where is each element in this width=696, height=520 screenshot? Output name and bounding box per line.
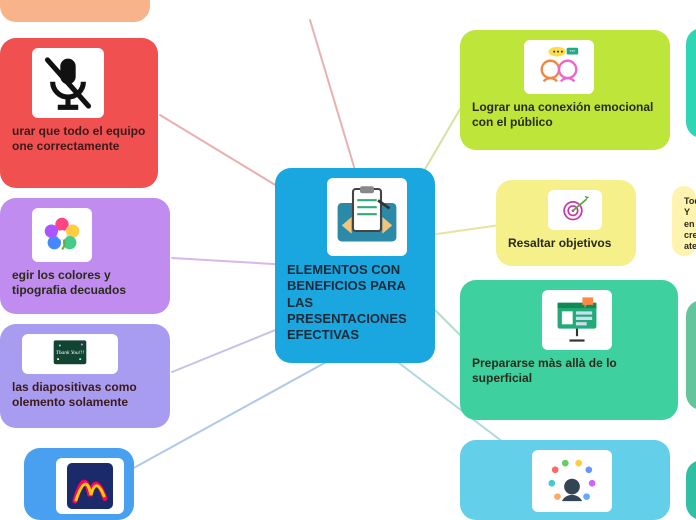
node-teal-br2 — [686, 460, 696, 520]
central-node: ELEMENTOS CON BENEFICIOS PARA LAS PRESEN… — [275, 168, 435, 363]
node-teal-tr — [686, 28, 696, 138]
node-label: egir los colores y tipografia decuados — [12, 268, 158, 298]
node-mic: urar que todo el equipo one correctament… — [0, 38, 158, 188]
node-label: Lograr una conexión emocional con el púb… — [472, 100, 658, 130]
node-objetivos: Resaltar objetivos — [496, 180, 636, 266]
mic-off-icon — [32, 48, 104, 118]
svg-text:***: *** — [570, 49, 576, 55]
node-label: urar que todo el equipo one correctament… — [12, 124, 146, 154]
node-bottom-cyan — [460, 440, 670, 520]
node-orange-top — [0, 0, 150, 22]
presentation-icon — [542, 290, 612, 350]
node-seagreen-br — [686, 300, 696, 410]
talking-heads-icon: *** — [524, 40, 594, 94]
central-label: ELEMENTOS CON BENEFICIOS PARA LAS PRESEN… — [287, 262, 423, 343]
node-colors: egir los colores y tipografia decuados — [0, 198, 170, 314]
node-conexion: *** Lograr una conexión emocional con el … — [460, 30, 670, 150]
thankyou-icon: Thank You!!! — [22, 334, 118, 374]
squiggle-icon — [56, 458, 124, 514]
mindmap-stage: { "canvas": { "w": 696, "h": 520, "backg… — [0, 0, 696, 520]
node-thankyou: Thank You!!! las diapositivas como oleme… — [0, 324, 170, 428]
node-prepararse: Prepararse màs allà de lo superficial — [460, 280, 678, 420]
node-label: las diapositivas como olemento solamente — [12, 380, 158, 410]
node-blue-bl — [24, 448, 134, 520]
svg-text:Thank You!!!: Thank You!!! — [56, 350, 85, 356]
flower-icon — [32, 208, 92, 262]
person-icons-icon — [532, 450, 612, 512]
node-yellow-note: Toda Y en crea aten — [672, 186, 696, 256]
node-label: Prepararse màs allà de lo superficial — [472, 356, 666, 386]
node-label: Resaltar objetivos — [508, 236, 624, 251]
clipboard-icon — [327, 178, 407, 256]
target-icon — [548, 190, 602, 230]
